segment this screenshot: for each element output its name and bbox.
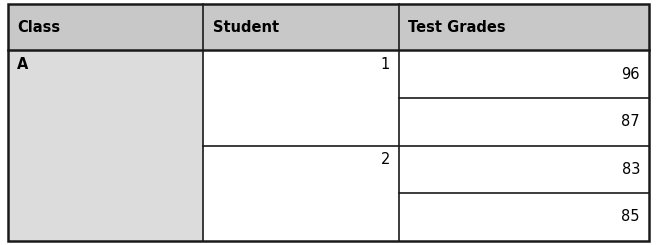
Bar [399,50,649,98]
Text: 96: 96 [622,67,640,82]
Bar [399,193,649,241]
Text: Student: Student [213,20,279,35]
Text: 1: 1 [380,57,390,72]
Text: 2: 2 [380,152,390,167]
Bar [8,50,204,241]
Text: 85: 85 [622,209,640,224]
Bar [8,4,204,50]
Bar [204,4,399,50]
Bar [399,146,649,193]
Text: 87: 87 [622,114,640,129]
Bar [399,4,649,50]
Text: 83: 83 [622,162,640,177]
Bar [204,146,399,241]
Bar [399,98,649,146]
Text: A: A [17,57,28,72]
Text: Test Grades: Test Grades [408,20,506,35]
Text: Class: Class [17,20,60,35]
Bar [204,50,399,146]
